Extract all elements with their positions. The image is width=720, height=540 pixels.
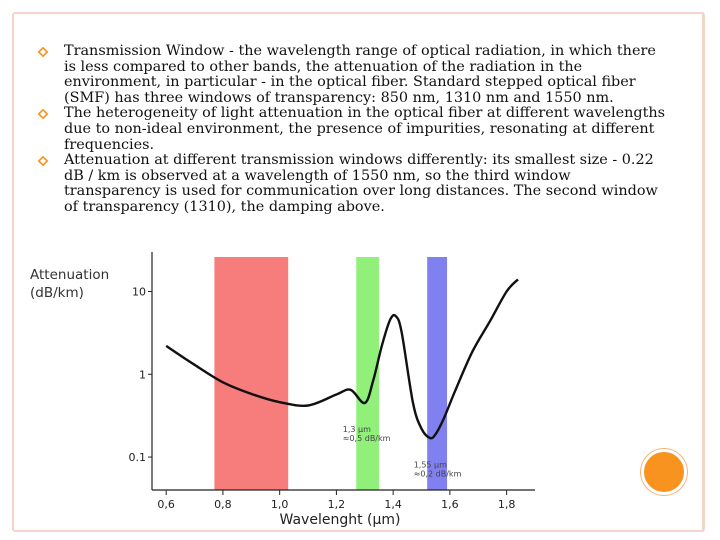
annotation-label-2-line2: ≈0,2 dB/km	[414, 469, 462, 478]
y-axis-label-line1: Attenuation	[30, 267, 109, 283]
x-tick-label: 0,6	[157, 498, 175, 511]
x-tick-label: 1,2	[328, 498, 346, 511]
annotation-label-1-line2: ≈0,5 dB/km	[343, 434, 391, 443]
transmission-window-band-2	[356, 257, 379, 490]
slide-frame	[12, 12, 705, 532]
open-diamond-icon	[38, 156, 48, 167]
bullet-text: The heterogeneity of light attenuation i…	[64, 105, 665, 153]
x-tick-label: 1,6	[441, 498, 459, 511]
attenuation-curve	[165, 278, 519, 440]
bullet-list: Transmission Window - the wavelength ran…	[38, 43, 666, 216]
bullet-item: Transmission Window - the wavelength ran…	[38, 43, 666, 106]
x-axis-label: Wavelenght (µm)	[280, 512, 401, 528]
transmission-window-band-1	[214, 257, 289, 490]
bullet-item: The heterogeneity of light attenuation i…	[38, 106, 666, 153]
x-tick-label: 0,8	[214, 498, 232, 511]
open-diamond-icon	[38, 47, 48, 57]
bullet-text: Transmission Window - the wavelength ran…	[64, 43, 656, 106]
chart-axes	[151, 252, 535, 491]
x-tick-label: 1,4	[384, 498, 402, 511]
bullet-item: Attenuation at different transmission wi…	[38, 152, 666, 215]
slide-accent-bar	[702, 12, 704, 532]
bullet-text: Attenuation at different transmission wi…	[64, 152, 658, 215]
y-tick-label: 1	[139, 368, 146, 381]
x-tick-label: 1,8	[498, 498, 516, 511]
transmission-window-band-3	[427, 257, 448, 490]
open-diamond-icon	[38, 109, 48, 120]
annotations: 1,3 µm≈0,5 dB/km 1,55 µm≈0,2 dB/km	[343, 425, 462, 478]
y-tick-label: 10	[132, 285, 146, 298]
y-tick-label: 0.1	[129, 451, 147, 464]
decorative-circle	[641, 449, 687, 495]
x-tick-label: 1,0	[271, 498, 289, 511]
window-bands	[214, 257, 448, 490]
annotation-label-1-line1: 1,3 µm	[343, 425, 371, 434]
axis-ticks: 0,6 0,8 1,0 1,2 1,4 1,6 1,8 0.1 1 10	[129, 285, 516, 511]
y-axis-label-line2: (dB/km)	[30, 285, 84, 301]
attenuation-chart: 0,6 0,8 1,0 1,2 1,4 1,6 1,8 0.1 1 10 1,3 µm≈0,5 d…	[30, 252, 535, 528]
annotation-label-2-line1: 1,55 µm	[414, 460, 447, 469]
